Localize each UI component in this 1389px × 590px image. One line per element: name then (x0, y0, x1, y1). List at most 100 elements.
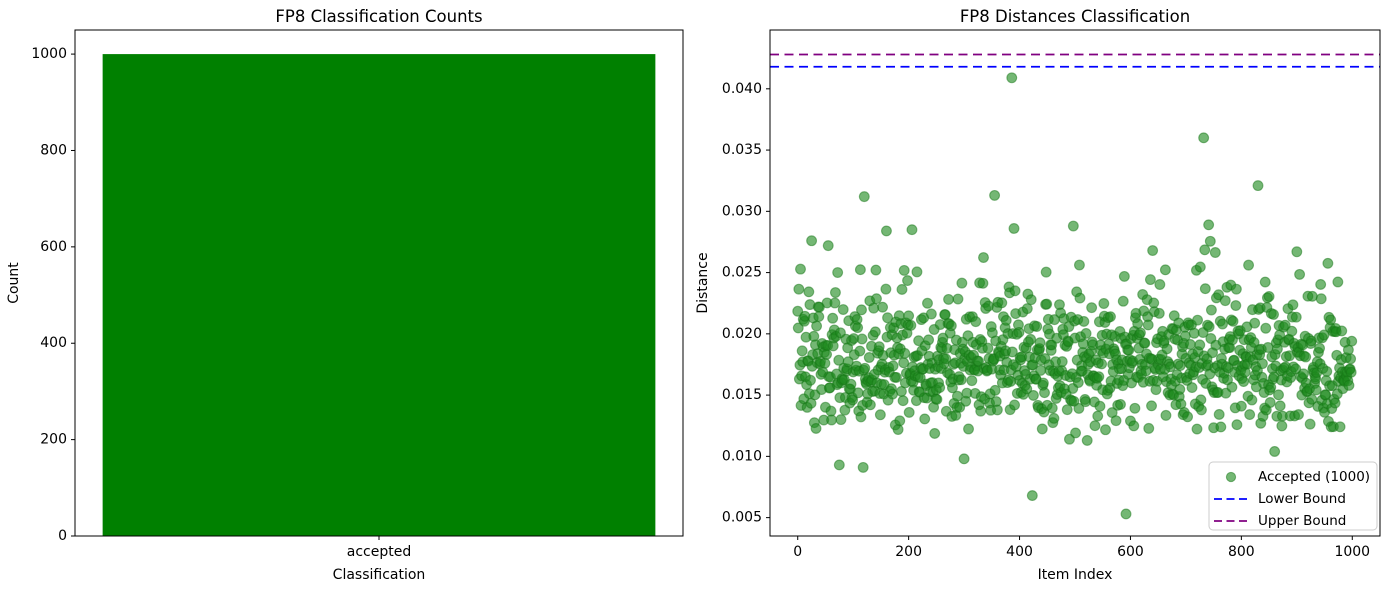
scatter-point (1048, 412, 1060, 424)
scatter-point (1120, 508, 1132, 520)
scatter-point (795, 263, 806, 275)
scatter-point (1269, 446, 1281, 457)
scatter-point (847, 394, 859, 406)
scatter-point (1026, 490, 1038, 502)
scatter-point (1192, 314, 1204, 326)
scatter-point (856, 304, 867, 316)
scatter-point (934, 382, 946, 394)
y-tick-label: 0.040 (722, 81, 762, 97)
scatter-point (919, 413, 931, 425)
scatter-point (1291, 246, 1303, 258)
scatter-point (1260, 322, 1272, 334)
scatter-point (1143, 422, 1155, 434)
y-tick-label: 0.035 (722, 142, 762, 158)
bar-marks (102, 54, 656, 536)
bar-axes-spine (74, 29, 684, 537)
scatter-point (1199, 283, 1211, 295)
scatter-point (832, 267, 844, 278)
scatter-point (1009, 399, 1021, 411)
scatter-point (1273, 389, 1284, 401)
scatter-point (1314, 342, 1326, 354)
x-tick-label: 0 (793, 544, 802, 560)
scatter-point (1115, 398, 1126, 410)
scatter-point (1249, 317, 1261, 329)
scatter-point (1073, 402, 1085, 414)
scatter-point (1096, 358, 1108, 370)
scatter-chart: 0 200 400 600 800 1000 0.005 0.010 0.015 0.020 0.0… (695, 7, 1381, 583)
scatter-point (1334, 421, 1346, 433)
scatter-point (1146, 400, 1157, 412)
scatter-point (922, 297, 933, 309)
scatter-point (1118, 270, 1130, 282)
scatter-point (970, 316, 982, 328)
bar-axis-ticks: 0 200 400 600 800 1000 (31, 46, 380, 544)
legend-box (1208, 461, 1378, 531)
scatter-point (887, 388, 899, 400)
scatter-point (1036, 423, 1048, 435)
scatter-point (826, 414, 838, 426)
scatter-point (1072, 377, 1084, 388)
scatter-point (1056, 356, 1068, 368)
legend: Accepted (1000) Lower Bound Upper Bound (1208, 461, 1378, 531)
scatter-point (894, 415, 906, 427)
scatter-point (1153, 307, 1165, 319)
scatter-point (1203, 219, 1215, 231)
scatter-point (929, 428, 941, 439)
scatter-point (906, 224, 918, 236)
scatter-point (829, 297, 841, 309)
scatter-point (868, 302, 880, 314)
scatter-point (842, 356, 854, 368)
scatter-point (1128, 420, 1140, 432)
scatter-point (1246, 394, 1258, 406)
scatter-point (1074, 292, 1086, 304)
scatter-point (1274, 400, 1286, 412)
scatter-point (1013, 326, 1025, 338)
scatter-point (1343, 379, 1355, 391)
scatter-point (1184, 338, 1196, 350)
scatter-point (1161, 343, 1173, 355)
scatter-point (955, 374, 967, 386)
scatter-point (880, 283, 892, 295)
scatter-point (1006, 346, 1018, 358)
scatter-point (863, 352, 875, 363)
scatter-point (1080, 396, 1091, 408)
scatter-point (898, 357, 910, 369)
scatter-point (857, 461, 869, 473)
bar-xlabel: Classification (333, 567, 426, 583)
scatter-point (1008, 223, 1020, 234)
scatter-point (1105, 311, 1116, 323)
legend-dot-marker (1225, 471, 1237, 483)
scatter-point (1204, 235, 1216, 247)
scatter-point (864, 399, 876, 411)
scatter-point (1041, 298, 1053, 310)
scatter-point (1191, 423, 1203, 435)
scatter-point (1025, 333, 1037, 345)
scatter-point (1117, 295, 1129, 307)
scatter-point (897, 395, 909, 407)
x-tick-label: 1000 (1334, 544, 1370, 560)
scatter-point (902, 275, 913, 287)
scatter-point (1021, 383, 1033, 395)
scatter-point (1027, 389, 1039, 401)
scatter-point (1039, 387, 1050, 399)
scatter-point (1132, 318, 1144, 330)
scatter-point (1325, 314, 1337, 326)
scatter-point (1000, 314, 1012, 326)
scatter-point (1139, 337, 1151, 349)
scatter-point (975, 405, 987, 417)
scatter-point (1217, 318, 1228, 330)
scatter-point (956, 277, 968, 289)
scatter-point (991, 404, 1003, 416)
bar-ylabel: Count (6, 262, 22, 304)
scatter-point (873, 341, 885, 353)
scatter-point (845, 378, 857, 390)
scatter-point (977, 277, 989, 289)
scatter-point (887, 360, 899, 372)
scatter-point (1123, 344, 1135, 356)
scatter-point (945, 320, 957, 332)
scatter-point (1306, 290, 1318, 302)
scatter-point (1077, 338, 1089, 350)
scatter-point (939, 309, 951, 321)
